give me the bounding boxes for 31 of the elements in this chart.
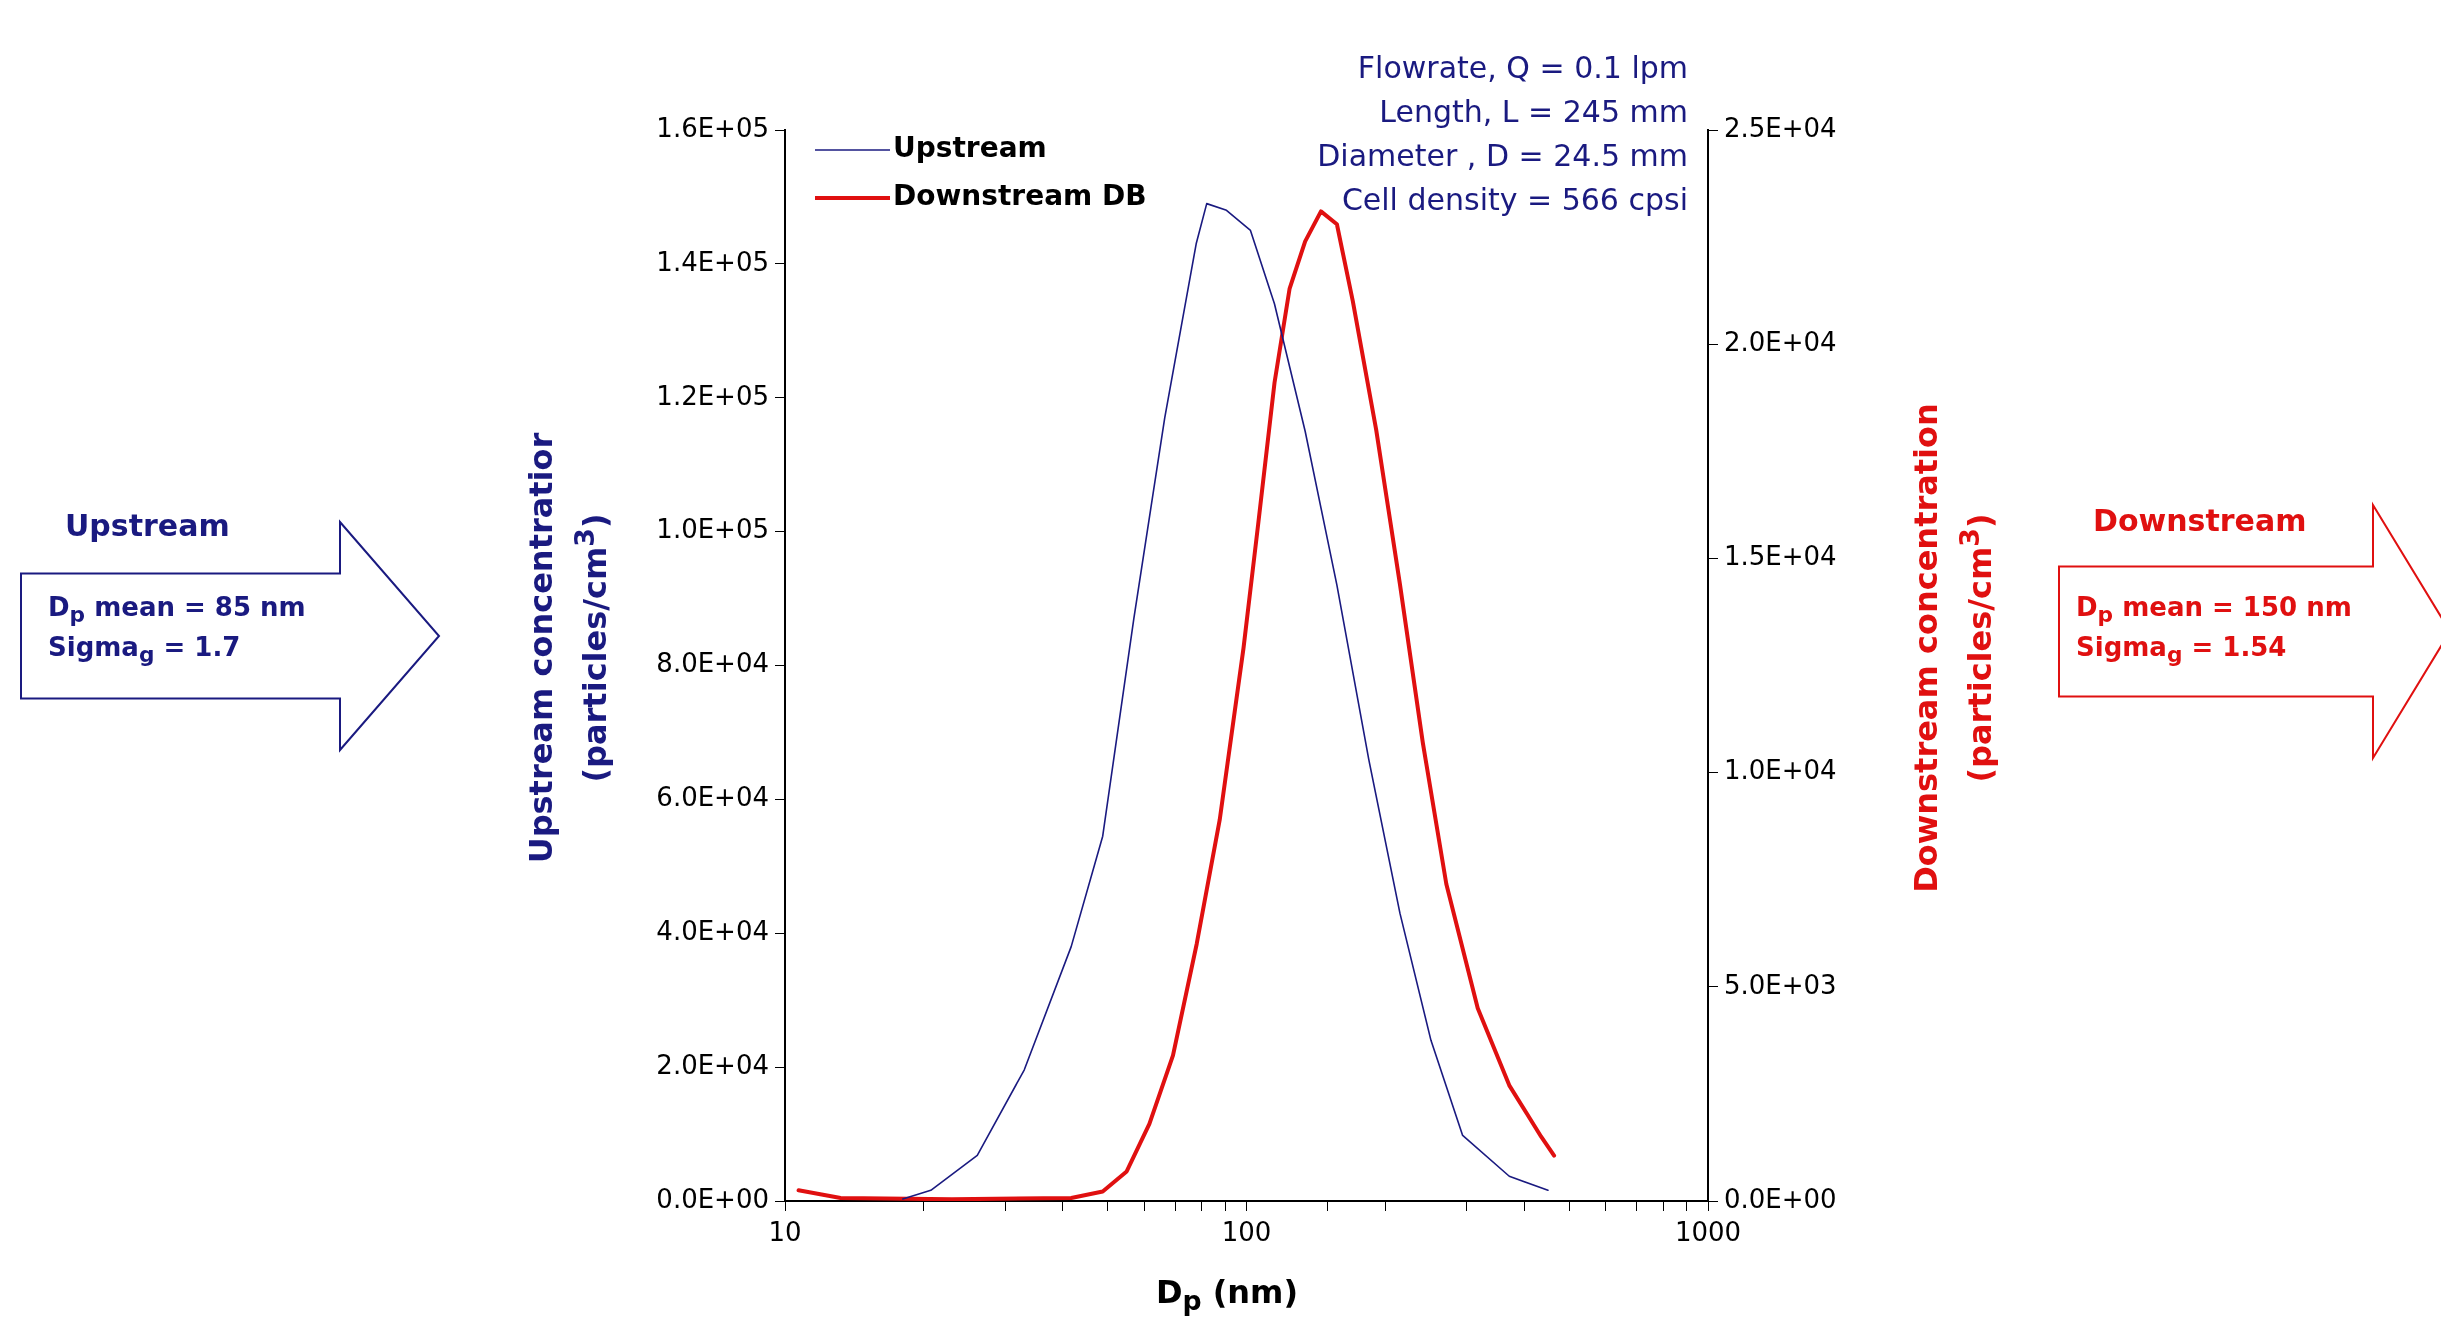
annotation: Cell density = 566 cpsi	[1340, 181, 1688, 219]
legend-label: Upstream	[893, 131, 1047, 165]
y2-tick-label: 2.0E+04	[1724, 326, 1837, 357]
text: D$_{p}$ mean = 85 nm	[48, 592, 306, 628]
annotation: Diameter , D = 24.5 mm	[1317, 137, 1688, 175]
y-tick-label: 2.0E+04	[656, 1049, 769, 1080]
x-tick-label: 100	[1221, 1217, 1272, 1248]
y2-tick-label: 0.0E+00	[1724, 1183, 1837, 1214]
text: Length, L = 245 mm	[1378, 93, 1688, 131]
text: Sigma$_{g}$ = 1.7	[48, 631, 241, 670]
y-tick-label: 0.0E+00	[656, 1183, 769, 1214]
y2-tick-label: 1.0E+04	[1724, 755, 1837, 786]
y-tick-label: 4.0E+04	[656, 916, 769, 946]
legend-label: Downstream DB	[893, 179, 1147, 213]
x-tick-label: 1000	[1674, 1217, 1742, 1248]
x-tick-label: 10	[768, 1217, 802, 1248]
text: Sigma$_{g}$ = 1.54	[2076, 631, 2287, 670]
text: Flowrate, Q = 0.1 lpm	[1356, 49, 1688, 87]
text: Downstream	[2093, 503, 2307, 538]
y2-tick-label: 2.5E+04	[1724, 112, 1837, 143]
y-tick-label: 1.0E+05	[656, 514, 769, 545]
text: Upstream	[65, 508, 230, 543]
x-axis-title: D$_{p}$ (nm)	[1155, 1272, 1299, 1319]
y-tick-label: 8.0E+04	[656, 648, 769, 679]
y-tick-label: 1.6E+05	[656, 112, 769, 143]
text: D$_{p}$ mean = 150 nm	[2076, 592, 2352, 628]
y-tick-label: 1.2E+05	[656, 380, 769, 411]
y-tick-label: 1.4E+05	[656, 246, 769, 277]
y2-tick-label: 1.5E+04	[1724, 541, 1837, 572]
y2-tick-label: 5.0E+03	[1724, 969, 1837, 1000]
y-tick-label: 6.0E+04	[656, 782, 769, 813]
